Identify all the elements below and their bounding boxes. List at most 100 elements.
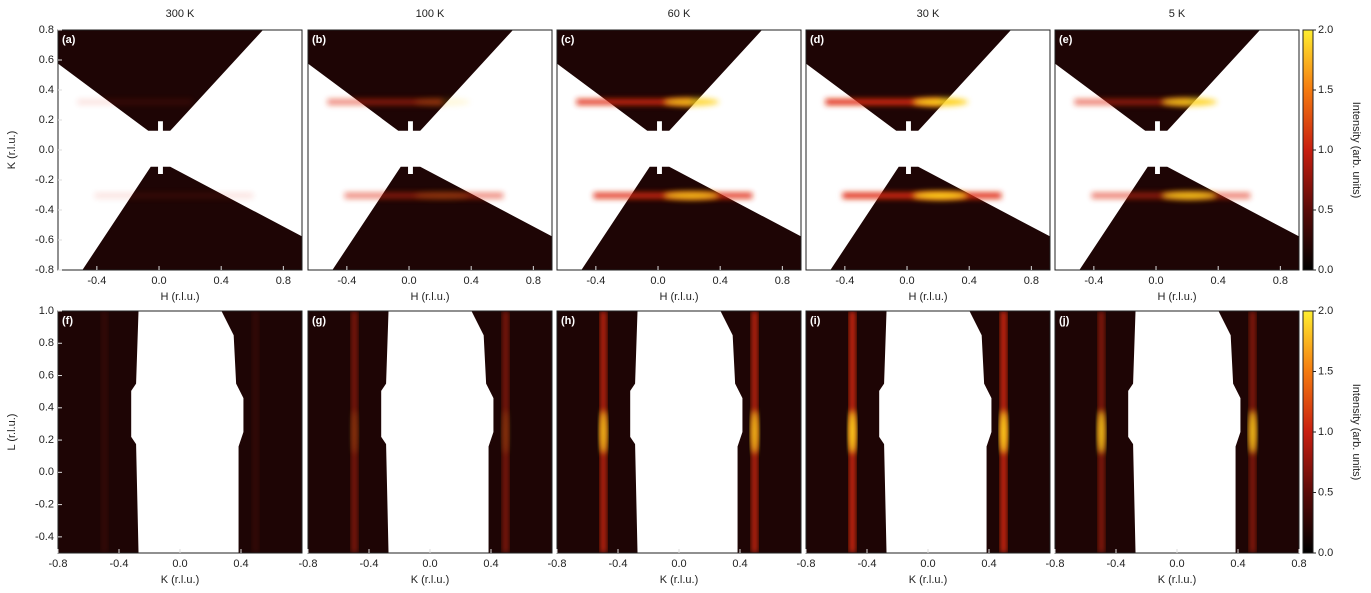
colorbar-tick-label: 1.5	[1318, 365, 1333, 377]
x-axis-label: K (r.l.u.)	[660, 574, 699, 586]
frame	[556, 29, 802, 271]
panel-label: (h)	[561, 315, 575, 327]
x-tick-label: 0.8	[526, 275, 541, 287]
x-tick-label: 0.8	[276, 275, 291, 287]
x-tick-label: 0.4	[214, 275, 229, 287]
y-tick-label: 0.8	[39, 337, 54, 349]
data-region	[830, 166, 1050, 270]
x-tick-label: 0.8	[775, 275, 790, 287]
panel-label: (d)	[810, 34, 824, 46]
intensity-spot	[663, 98, 720, 106]
x-tick-label: -0.4	[835, 275, 854, 287]
x-tick-label: 0.8	[1273, 275, 1288, 287]
y-tick-label: -0.2	[35, 174, 54, 186]
heatmap-image	[806, 30, 1050, 270]
intensity-spot	[912, 98, 969, 106]
panel: (d) 30 K H (r.l.u.) -0.4 0.0 0.4 0.8	[805, 8, 1051, 303]
y-axis-label: K (r.l.u.)	[6, 131, 18, 170]
data-region	[969, 311, 1050, 553]
panel: (a) 300 K H (r.l.u.) -0.4 0.0 0.4 0.8 K (r.l.u.…	[6, 8, 303, 303]
panel-label: (i)	[810, 315, 821, 327]
panel: (g) K (r.l.u.) -0.8 -0.4 0.0 0.4	[299, 310, 553, 586]
panel: (c) 60 K H (r.l.u.) -0.4 0.0 0.4 0.8	[556, 8, 802, 303]
panel-label: (f)	[62, 315, 73, 327]
x-tick-label: -0.4	[337, 275, 356, 287]
x-tick-label: 0.0	[920, 558, 935, 570]
x-tick-label: 0.0	[671, 558, 686, 570]
x-tick-label: -0.4	[858, 558, 877, 570]
column-title: 30 K	[917, 8, 940, 20]
panel: (h) K (r.l.u.) -0.8 -0.4 0.0 0.4	[548, 310, 802, 586]
panel: (j) K (r.l.u.) -0.8 -0.4 0.0 0.4 0.8 0.0 0.5 1.0 1…	[1046, 305, 1363, 586]
x-tick-label: -0.8	[1046, 558, 1065, 570]
data-region	[1079, 166, 1299, 270]
intensity-spot	[848, 410, 857, 454]
x-axis-label: K (r.l.u.)	[411, 574, 450, 586]
colorbar-tick-label: 0.0	[1318, 264, 1333, 276]
x-tick-label: 0.8	[1024, 275, 1039, 287]
x-tick-label: 0.0	[401, 275, 416, 287]
colorbar	[1302, 310, 1314, 554]
x-tick-label: -0.4	[586, 275, 605, 287]
panel: (b) 100 K H (r.l.u.) -0.4 0.0 0.4 0.8	[307, 8, 553, 303]
y-tick-label: 1.0	[39, 305, 54, 317]
x-axis-label: H (r.l.u.)	[659, 291, 698, 303]
x-tick-label: -0.8	[797, 558, 816, 570]
y-tick-label: 0.8	[39, 24, 54, 36]
y-tick-label: -0.4	[35, 531, 54, 543]
x-tick-label: 0.0	[650, 275, 665, 287]
frame	[307, 29, 553, 271]
panel-label: (b)	[312, 34, 326, 46]
y-tick-label: -0.4	[35, 204, 54, 216]
x-tick-label: 0.4	[464, 275, 479, 287]
y-tick-label: 0.4	[39, 84, 54, 96]
heatmap-image	[806, 311, 1050, 553]
colorbar-label: Intensity (arb. units)	[1350, 102, 1362, 199]
x-axis-label: K (r.l.u.)	[909, 574, 948, 586]
column-title: 300 K	[166, 8, 195, 20]
x-tick-label: 0.0	[1169, 558, 1184, 570]
intensity-spot	[912, 191, 969, 200]
frame	[805, 29, 1051, 271]
data-region	[720, 311, 801, 553]
column-title: 60 K	[668, 8, 691, 20]
x-axis-label: H (r.l.u.)	[410, 291, 449, 303]
data-region	[557, 30, 762, 131]
x-tick-label: 0.4	[483, 558, 498, 570]
intensity-stripe	[327, 99, 443, 105]
colorbar-tick-label: 1.5	[1318, 84, 1333, 96]
intensity-spot	[1161, 191, 1218, 200]
y-tick-label: 0.0	[39, 144, 54, 156]
x-tick-label: -0.8	[548, 558, 567, 570]
x-tick-label: -0.4	[87, 275, 106, 287]
y-tick-label: -0.8	[35, 264, 54, 276]
x-tick-label: 0.4	[233, 558, 248, 570]
panel-label: (j)	[1059, 315, 1070, 327]
heatmap-image	[58, 311, 302, 553]
data-region	[806, 30, 1011, 131]
y-tick-label: 0.6	[39, 54, 54, 66]
colorbar-tick-label: 2.0	[1318, 24, 1333, 36]
x-tick-label: -0.4	[360, 558, 379, 570]
intensity-stripe	[101, 311, 108, 553]
intensity-stripe	[94, 192, 254, 199]
panel-label: (c)	[561, 34, 575, 46]
frame	[1054, 29, 1300, 271]
x-axis-label: H (r.l.u.)	[1157, 291, 1196, 303]
y-tick-label: 0.2	[39, 114, 54, 126]
panel-label: (e)	[1059, 34, 1073, 46]
data-region	[581, 166, 801, 270]
intensity-spot	[1097, 410, 1106, 454]
y-tick-label: -0.6	[35, 234, 54, 246]
data-region	[1055, 30, 1260, 131]
intensity-spot	[599, 410, 608, 454]
data-region	[58, 311, 139, 553]
y-tick-label: 0.4	[39, 402, 54, 414]
heatmap-image	[308, 30, 552, 270]
heatmap-image	[308, 311, 552, 553]
data-region	[308, 311, 389, 553]
x-axis-label: K (r.l.u.)	[161, 574, 200, 586]
data-region	[332, 166, 552, 270]
panel-label: (g)	[312, 315, 326, 327]
x-tick-label: 0.4	[981, 558, 996, 570]
